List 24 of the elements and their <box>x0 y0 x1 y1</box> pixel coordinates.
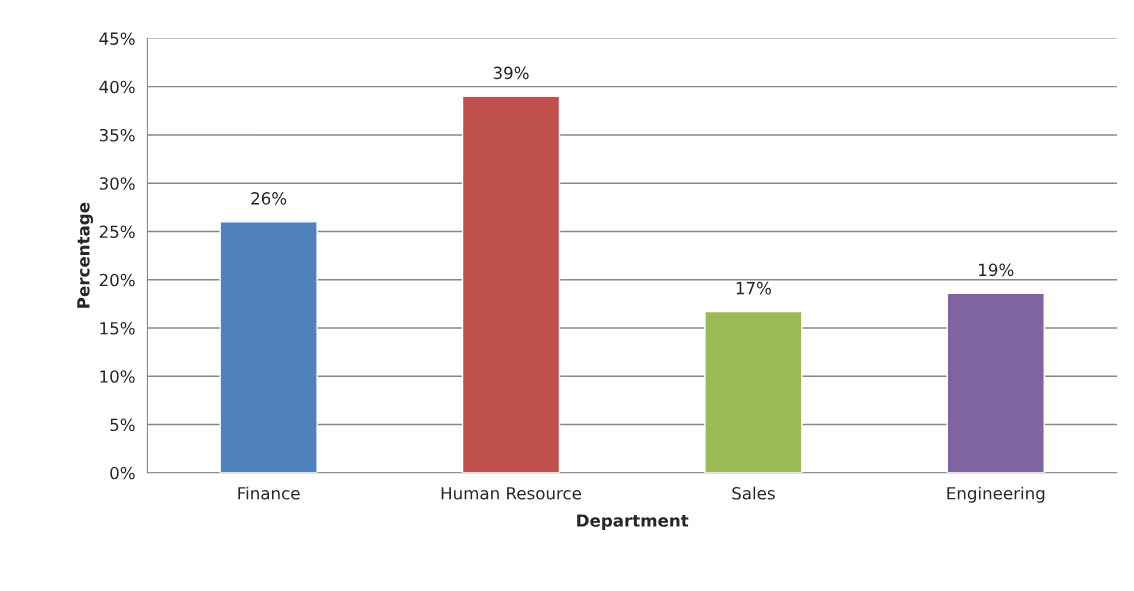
y-tick-label: 40% <box>99 80 135 94</box>
y-tick-label: 0% <box>110 466 135 480</box>
bar <box>219 221 318 473</box>
y-axis-title: Percentage <box>77 202 94 308</box>
y-tick-label: 5% <box>110 418 135 432</box>
data-label: 26% <box>251 192 287 205</box>
data-label: 19% <box>979 263 1014 277</box>
x-tick-label: Finance <box>238 486 300 500</box>
y-tick-label: 15% <box>100 321 135 335</box>
x-axis-title: Department <box>577 514 689 531</box>
y-tick-label: 35% <box>99 128 135 142</box>
data-label: 17% <box>736 281 771 295</box>
y-tick-label: 10% <box>100 370 135 383</box>
bar <box>704 310 803 473</box>
y-tick-label: 25% <box>99 225 135 239</box>
x-tick-label: Sales <box>732 486 775 500</box>
bar <box>461 95 561 473</box>
x-tick-label: Human Resource <box>441 487 582 500</box>
data-label: 39% <box>493 66 529 80</box>
x-tick-label: Engineering <box>947 486 1045 503</box>
y-tick-label: 30% <box>99 177 135 190</box>
y-tick-label: 20% <box>99 273 135 287</box>
bar <box>946 292 1045 473</box>
y-tick-label: 45% <box>99 32 135 45</box>
